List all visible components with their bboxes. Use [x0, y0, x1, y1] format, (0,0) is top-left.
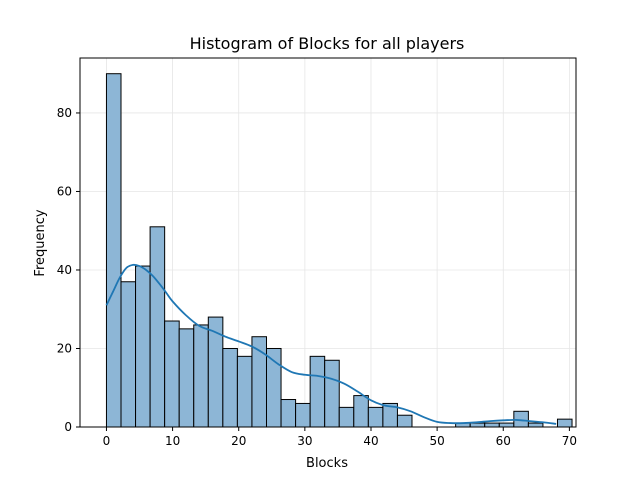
- x-tick-label: 30: [297, 434, 312, 448]
- histogram-bar: [527, 422, 544, 428]
- histogram-bar: [135, 265, 151, 428]
- x-tick-label: 70: [562, 434, 577, 448]
- histogram-bar: [295, 402, 311, 428]
- kde-curve-layer: [105, 263, 557, 425]
- histogram-bar: [280, 399, 297, 428]
- histogram-bar: [498, 422, 515, 428]
- histogram-bar: [338, 406, 355, 428]
- x-tick-label: 0: [103, 434, 111, 448]
- histogram-bar: [193, 324, 209, 428]
- x-tick-label: 20: [231, 434, 246, 448]
- kde-line: [105, 263, 557, 425]
- x-axis-label: Blocks: [306, 456, 348, 471]
- histogram-bar: [484, 422, 500, 428]
- y-tick-label: 60: [57, 184, 72, 198]
- histogram-bar: [207, 316, 224, 428]
- histogram-bar: [164, 320, 180, 428]
- y-tick-label: 40: [57, 263, 72, 277]
- histogram-bars: [105, 73, 573, 428]
- histogram-bar: [105, 73, 122, 428]
- y-tick-label: 20: [57, 341, 72, 355]
- x-tick-label: 40: [363, 434, 378, 448]
- histogram-bar: [324, 359, 340, 428]
- histogram-bar: [222, 347, 238, 428]
- histogram-bar: [396, 414, 413, 428]
- histogram-bar: [149, 226, 166, 428]
- x-tick-label: 60: [496, 434, 511, 448]
- histogram-bar: [309, 355, 326, 428]
- histogram-bar: [178, 328, 195, 428]
- chart-title: Histogram of Blocks for all players: [190, 34, 465, 53]
- y-axis-label: Frequency: [33, 209, 48, 276]
- plot-frame: [79, 57, 577, 428]
- x-tick-label: 50: [429, 434, 444, 448]
- x-tick-label: 10: [165, 434, 180, 448]
- histogram-bar: [469, 422, 486, 428]
- histogram-bar: [367, 406, 384, 428]
- y-tick-label: 0: [64, 420, 72, 434]
- histogram-bar: [236, 355, 253, 428]
- histogram-bar: [353, 395, 369, 428]
- y-tick-label: 80: [57, 106, 72, 120]
- histogram-bar: [120, 281, 137, 428]
- axis-ticks: 0 10 20 30 40 50 60 70 0 20 40 60 80: [57, 106, 577, 448]
- histogram-bar: [556, 418, 573, 428]
